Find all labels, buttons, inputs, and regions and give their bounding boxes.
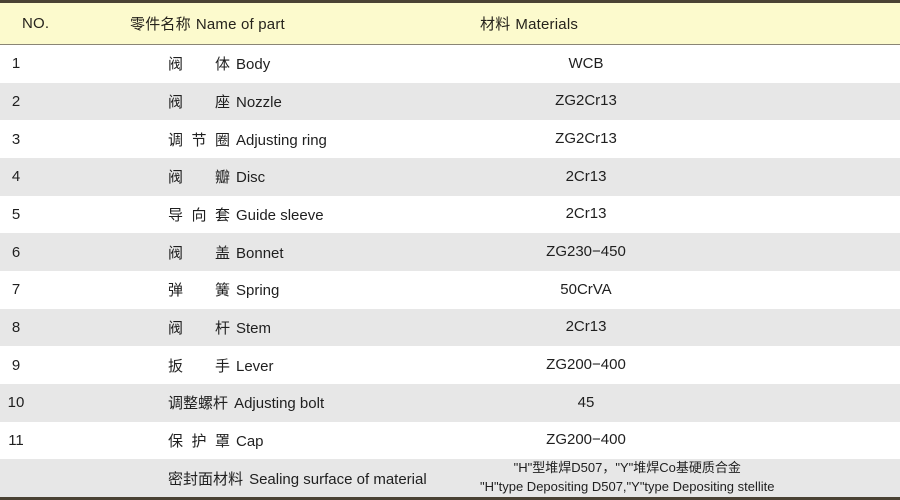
table-row: 9 扳手 Lever ZG200−400: [0, 346, 900, 385]
part-name-cn: 扳手: [168, 357, 230, 375]
table-row: 10 调整螺杆 Adjusting bolt 45: [0, 384, 900, 422]
part-name-en: Bonnet: [236, 244, 284, 262]
table-row: 11 保护罩 Cap ZG200−400: [0, 421, 900, 460]
table-row: 6 阀盖 Bonnet ZG230−450: [0, 233, 900, 272]
header-label-name-cn: 零件名称: [130, 16, 191, 33]
part-name-cn: 弹簧: [168, 282, 230, 300]
cell-no: 5: [11, 206, 21, 224]
part-name-en: Sealing surface of material: [249, 470, 427, 488]
cell-no: 11: [8, 432, 24, 450]
header-label-name-en: Name of part: [195, 16, 285, 33]
cell-part-name: 阀杆 Stem: [130, 317, 480, 338]
table-row: 4 阀瓣 Disc 2Cr13: [0, 158, 900, 196]
material-line: "H"型堆焊D507，"Y"堆焊Co基硬质合金: [513, 460, 741, 476]
cell-material: ZG2Cr13: [555, 92, 617, 110]
cell-part-name: 弹簧 Spring: [130, 279, 480, 300]
part-name-cn: 调整螺杆: [168, 395, 229, 413]
part-name-cn: 阀瓣: [168, 169, 230, 187]
table-row: 2 阀座 Nozzle ZG2Cr13: [0, 82, 900, 121]
cell-no: 7: [11, 281, 21, 299]
part-name-en: Stem: [236, 320, 272, 338]
part-name-en: Lever: [236, 357, 274, 375]
header-label-no: NO.: [22, 14, 50, 32]
part-name-cn: 阀座: [168, 94, 230, 111]
cell-material: ZG200−400: [546, 431, 626, 449]
cell-material: 45: [577, 393, 595, 411]
part-name-cn: 阀体: [168, 56, 230, 74]
cell-part-name: 调整螺杆 Adjusting bolt: [130, 392, 480, 413]
table-header-cell-material: 材料 Materials: [480, 13, 900, 34]
header-label-name: 零件名称 Name of part: [130, 16, 285, 33]
part-name-en: Disc: [236, 169, 266, 187]
part-name-cn: 阀盖: [168, 244, 230, 262]
cell-part-name: 阀盖 Bonnet: [130, 242, 480, 263]
cell-material: 2Cr13: [565, 167, 607, 185]
cell-no: 2: [11, 93, 21, 110]
part-name-en: Body: [236, 56, 271, 74]
table-header-row: NO. 零件名称 Name of part 材料 Materials: [0, 3, 900, 45]
table-row: 7 弹簧 Spring 50CrVA: [0, 271, 900, 309]
cell-no: 8: [11, 319, 21, 337]
part-name-cn: 密封面材料: [168, 470, 244, 488]
cell-part-name: 导向套 Guide sleeve: [130, 204, 480, 225]
part-name-en: Adjusting bolt: [234, 395, 325, 413]
cell-part-name: 调节圈 Adjusting ring: [130, 129, 480, 150]
cell-material: 2Cr13: [565, 318, 607, 336]
part-name-cn: 调节圈: [168, 131, 230, 149]
table-row: 密封面材料 Sealing surface of material "H"型堆焊D5…: [0, 459, 900, 498]
part-name-cn: 导向套: [168, 207, 230, 225]
table-row: 8 阀杆 Stem 2Cr13: [0, 308, 900, 347]
cell-part-name: 密封面材料 Sealing surface of material: [130, 468, 480, 489]
cell-no: 4: [11, 168, 21, 186]
cell-material: ZG200−400: [546, 356, 626, 374]
table-row: 3 调节圈 Adjusting ring ZG2Cr13: [0, 120, 900, 159]
part-name-cn: 阀杆: [168, 320, 230, 338]
part-name-en: Nozzle: [236, 94, 282, 111]
part-name-en: Cap: [236, 433, 264, 451]
cell-part-name: 阀体 Body: [130, 53, 480, 74]
header-label-material-cn: 材料: [480, 16, 511, 33]
table-row: 5 导向套 Guide sleeve 2Cr13: [0, 195, 900, 234]
table-body: 1 阀体 Body WCB 2 阀座 Nozzle ZG2Cr13 3 调节圈 Adjusting …: [0, 45, 900, 498]
part-name-en: Spring: [236, 282, 280, 300]
header-label-material-en: Materials: [515, 16, 579, 33]
cell-no: 1: [11, 55, 21, 73]
cell-material: ZG230−450: [546, 243, 626, 261]
table-header-cell-name: 零件名称 Name of part: [130, 13, 480, 34]
cell-no: 10: [7, 394, 25, 412]
part-name-en: Guide sleeve: [236, 207, 324, 225]
cell-material: 50CrVA: [560, 280, 612, 298]
cell-part-name: 阀瓣 Disc: [130, 166, 480, 187]
cell-part-name: 保护罩 Cap: [130, 430, 480, 451]
cell-no: 3: [11, 130, 21, 148]
cell-material: 2Cr13: [565, 205, 607, 223]
cell-no: 9: [11, 356, 21, 374]
cell-part-name: 扳手 Lever: [130, 355, 480, 376]
part-name-cn: 保护罩: [168, 433, 230, 451]
cell-part-name: 阀座 Nozzle: [130, 91, 480, 112]
part-name-en: Adjusting ring: [236, 131, 327, 149]
cell-material: WCB: [568, 54, 604, 72]
cell-no: 6: [11, 243, 21, 261]
cell-material: ZG2Cr13: [555, 130, 617, 148]
table-row: 1 阀体 Body WCB: [0, 45, 900, 83]
table-header-cell-no: NO.: [0, 15, 130, 33]
cell-material: "H"型堆焊D507，"Y"堆焊Co基硬质合金 "H"type Depositin…: [480, 459, 900, 497]
material-line: "H"type Depositing D507,"Y"type Depositi…: [480, 479, 775, 495]
header-label-material: 材料 Materials: [480, 16, 578, 33]
